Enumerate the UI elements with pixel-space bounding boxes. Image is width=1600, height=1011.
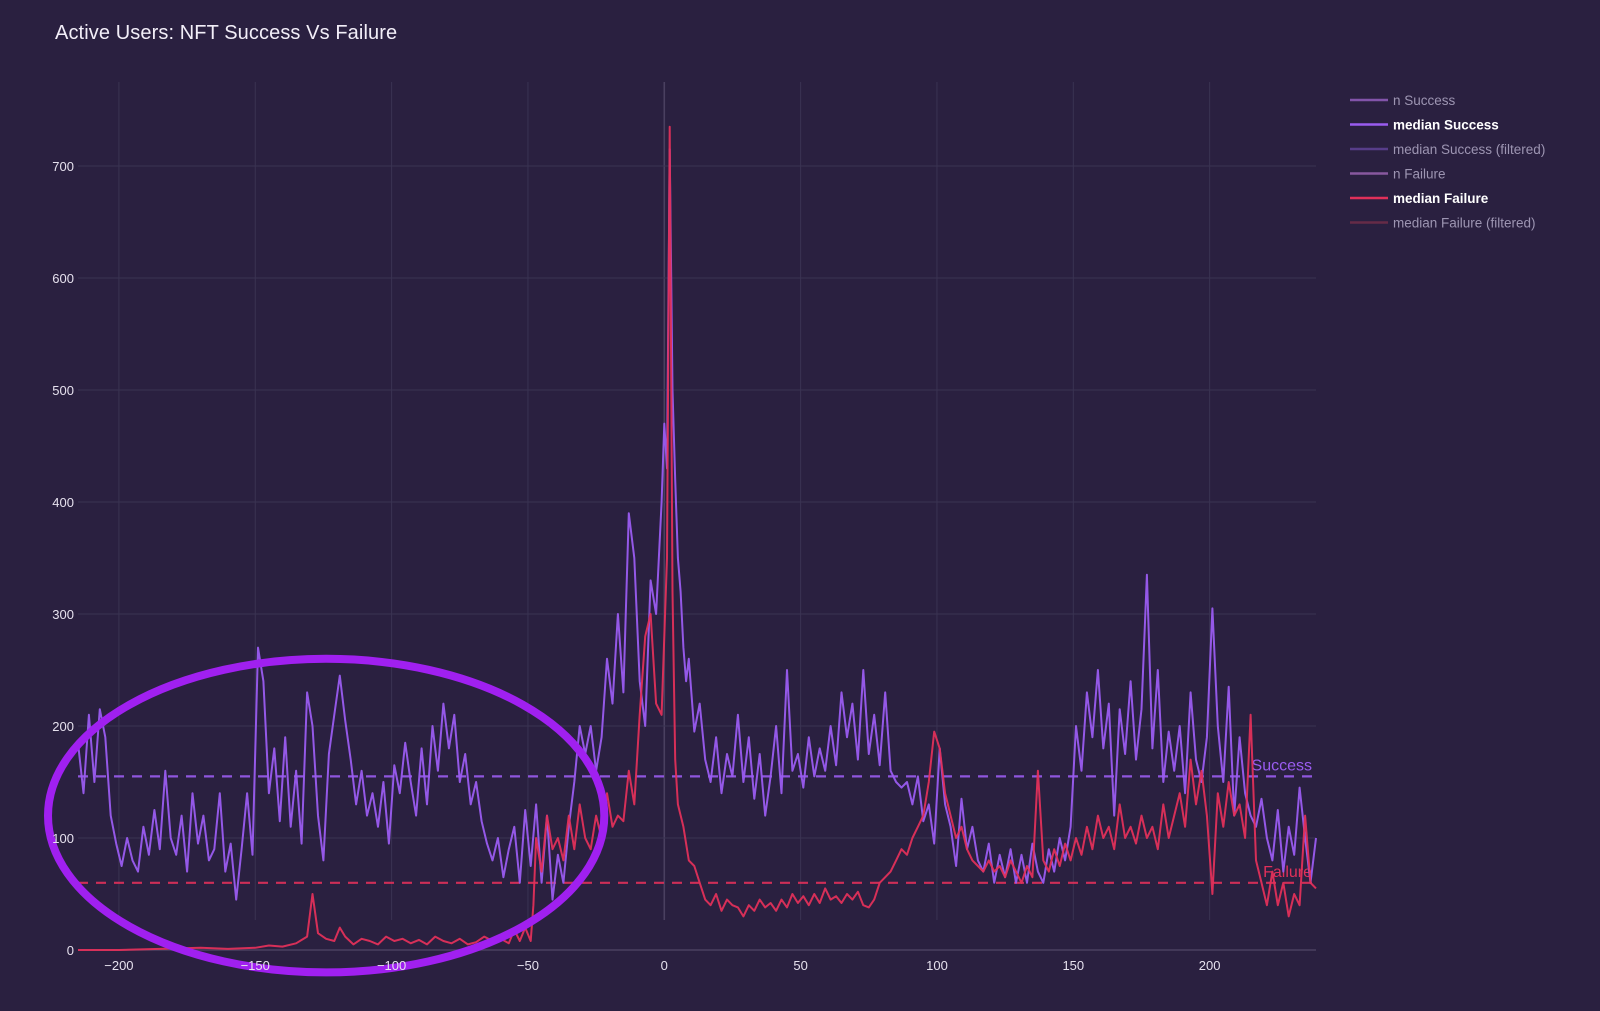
reference-line-label: Success bbox=[1252, 757, 1312, 774]
legend-label: n Success bbox=[1393, 93, 1456, 108]
reference-line-label: Failure bbox=[1263, 864, 1312, 881]
x-tick-label: −200 bbox=[104, 958, 133, 973]
y-tick-label: 200 bbox=[52, 719, 74, 734]
x-tick-label: −100 bbox=[377, 958, 406, 973]
legend-label: median Failure bbox=[1393, 191, 1489, 206]
annotation bbox=[44, 654, 609, 977]
y-tick-label: 400 bbox=[52, 495, 74, 510]
legend-label: n Failure bbox=[1393, 167, 1446, 182]
reference-lines: Success Failure bbox=[78, 757, 1316, 884]
y-tick-label: 600 bbox=[52, 271, 74, 286]
series-line bbox=[77, 148, 1317, 901]
legend-label: median Success bbox=[1393, 118, 1499, 133]
y-tick-label: 0 bbox=[67, 943, 74, 958]
x-tick-label: 200 bbox=[1199, 958, 1221, 973]
grid bbox=[78, 82, 1316, 951]
chart-title: Active Users: NFT Success Vs Failure bbox=[55, 22, 398, 44]
y-tick-label: 100 bbox=[52, 831, 74, 846]
y-tick-label: 500 bbox=[52, 383, 74, 398]
legend-item[interactable]: n Success bbox=[1350, 93, 1456, 108]
x-tick-label: 50 bbox=[793, 958, 807, 973]
y-tick-label: 700 bbox=[52, 159, 74, 174]
y-tick-label: 300 bbox=[52, 607, 74, 622]
legend-item[interactable]: median Success bbox=[1350, 118, 1499, 133]
highlight-ellipse bbox=[44, 654, 609, 977]
y-axis-ticks: 0 100 200 300 400 500 600 700 bbox=[52, 159, 74, 958]
x-tick-label: 100 bbox=[926, 958, 948, 973]
legend[interactable]: n Success median Success median Success (f… bbox=[1350, 93, 1545, 231]
x-tick-label: −150 bbox=[241, 958, 270, 973]
x-tick-label: −50 bbox=[517, 958, 539, 973]
x-tick-label: 0 bbox=[661, 958, 668, 973]
x-tick-label: 150 bbox=[1062, 958, 1084, 973]
legend-item[interactable]: median Success (filtered) bbox=[1350, 142, 1545, 157]
legend-item[interactable]: median Failure (filtered) bbox=[1350, 216, 1536, 231]
legend-label: median Success (filtered) bbox=[1393, 142, 1545, 157]
legend-item[interactable]: n Failure bbox=[1350, 167, 1446, 182]
legend-label: median Failure (filtered) bbox=[1393, 216, 1536, 231]
series-line bbox=[78, 125, 1317, 951]
legend-item[interactable]: median Failure bbox=[1350, 191, 1489, 206]
x-axis-ticks: −200 −150 −100 −50 0 50 100 150 200 bbox=[104, 958, 1220, 973]
series-lines bbox=[77, 125, 1317, 951]
